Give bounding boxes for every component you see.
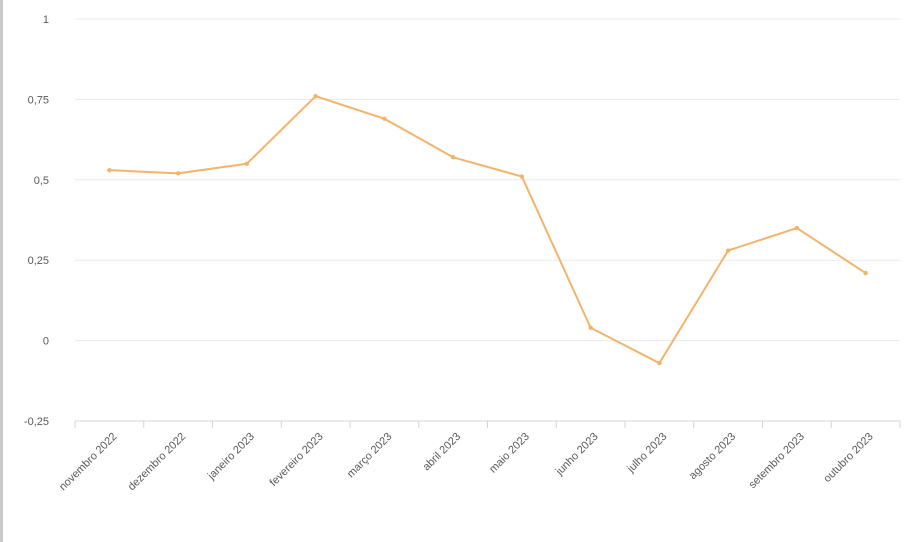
data-point xyxy=(244,161,250,166)
data-point xyxy=(382,116,387,121)
x-tick-label: agosto 2023 xyxy=(687,431,738,482)
data-point xyxy=(107,167,112,173)
data-point xyxy=(519,174,525,179)
x-tick-label: maio 2023 xyxy=(487,431,532,476)
x-tick-label: novembro 2022 xyxy=(57,431,120,494)
data-point xyxy=(794,225,800,231)
y-tick-label: 0 xyxy=(43,336,49,348)
data-point xyxy=(175,171,181,176)
y-tick-label: -0,25 xyxy=(24,416,49,428)
y-tick-label: 0,5 xyxy=(34,175,49,187)
y-tick-label: 1 xyxy=(43,14,49,26)
data-point xyxy=(450,155,456,160)
x-axis-tick-labels: novembro 2022 dezembro 2022 janeiro 2023 fe… xyxy=(57,431,876,494)
x-tick-label: outubro 2023 xyxy=(821,431,875,485)
x-tick-label: setembro 2023 xyxy=(747,431,807,491)
left-border xyxy=(0,0,3,542)
data-point xyxy=(725,248,731,253)
x-tick-label: janeiro 2023 xyxy=(205,431,257,483)
x-tick-label: dezembro 2022 xyxy=(126,431,189,494)
data-point xyxy=(313,93,318,99)
x-tick-label: julho 2023 xyxy=(624,431,669,476)
gridlines xyxy=(75,18,900,342)
series-line xyxy=(108,95,867,365)
y-tick-label: 0,75 xyxy=(28,94,49,106)
x-axis xyxy=(74,420,901,428)
data-point xyxy=(657,360,662,366)
y-tick-label: 0,25 xyxy=(28,255,49,267)
x-tick-label: março 2023 xyxy=(345,431,395,481)
x-tick-label: abril 2023 xyxy=(421,431,464,474)
data-point xyxy=(588,325,593,330)
data-point xyxy=(863,270,868,276)
x-tick-label: junho 2023 xyxy=(553,431,601,479)
x-tick-label: fevereiro 2023 xyxy=(268,431,326,489)
y-axis-tick-labels: 1 0,75 0,5 0,25 0 -0,25 xyxy=(24,14,49,428)
series-line-group xyxy=(107,93,868,366)
